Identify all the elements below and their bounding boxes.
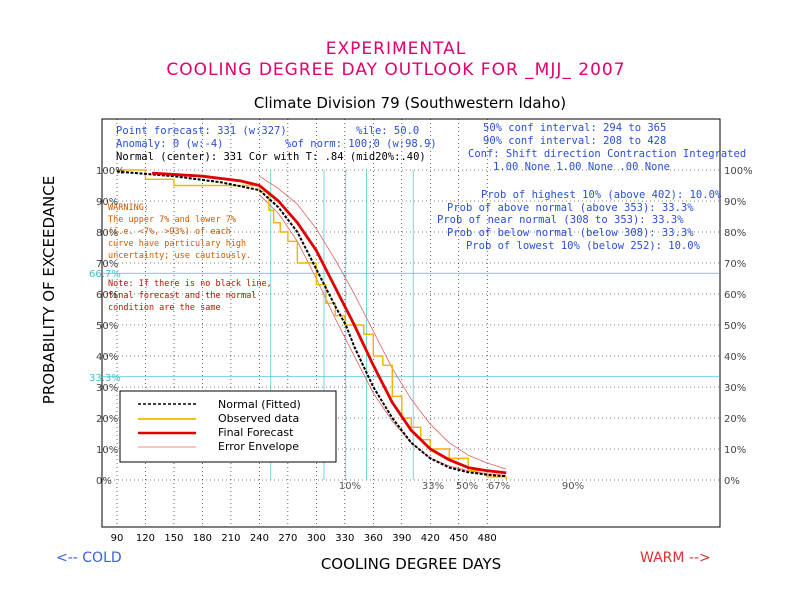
y-tick-label-right: 20% [724,414,746,425]
x-tick-label: 480 [478,533,497,544]
y-axis-label: PROBABILITY OF EXCEEDANCE [40,176,58,404]
y-tick-label-left: 100% [96,166,125,177]
legend-label-forecast: Final Forecast [218,426,294,439]
x-tick-label: 300 [307,533,326,544]
warning-note: WARNING: The upper 7% and lower 7% (i.e.… [108,203,251,261]
y-tick-label-right: 90% [724,197,746,208]
y-tick-label-left: 60% [96,290,118,301]
point-forecast: Point forecast: 331 (w:327) [116,125,287,137]
y-tick-label-right: 10% [724,445,746,456]
tick-labels: 10% 33% 50% 67% 90% 90 120 150 180 210 240 270 300 33… [96,166,753,544]
prob-lowest-10: Prob of lowest 10% (below 252): 10.0% [466,240,701,252]
x-tick-label: 180 [193,533,212,544]
y-tick-label-left: 90% [96,197,118,208]
prob-above-normal: Prob of above normal (above 353): 33.3% [447,202,694,214]
warning-line: The upper 7% and lower 7% [108,215,236,225]
reference-label: 66.7% [89,269,121,280]
warning-line: (i.e. <7%, >93%) of each [108,227,231,237]
y-tick-label-left: 10% [96,445,118,456]
x-tick-label: 120 [136,533,155,544]
series-layer [116,169,507,480]
y-tick-label-left: 40% [96,352,118,363]
title-line1: EXPERIMENTAL [326,39,467,59]
x-tick-label: 450 [449,533,468,544]
warning-line: uncertainty; use cautiously. [108,251,251,261]
series-line-thin [259,194,507,476]
x-tick-label: 360 [364,533,383,544]
percentile-marker-label: 10% [339,481,361,492]
normal-center: Normal (center): 331 Cor with T: .84 (mi… [116,151,426,163]
percentile: %ile: 50.0 [356,125,419,137]
warning-line: WARNING: [108,203,149,213]
conf-values: 1.00 None 1.00 None .00 None [493,161,670,173]
legend-box [119,390,337,463]
y-tick-label-right: 30% [724,383,746,394]
y-tick-label-left: 70% [96,259,118,270]
note-line: Note: If there is no black line, [108,279,272,289]
conf-90: 90% conf interval: 208 to 428 [483,135,666,147]
conf-header: Conf: Shift direction Contraction Integr… [468,148,746,160]
plot-frame [101,118,721,528]
x-tick-label: 210 [221,533,240,544]
y-tick-label-right: 70% [724,259,746,270]
y-tick-label-left: 30% [96,383,118,394]
warning-line: curve have particulary high [108,239,246,249]
title-line2: COOLING DEGREE DAY OUTLOOK FOR _MJJ_ 200… [166,60,625,80]
percentile-marker-label: 90% [562,481,584,492]
x-tick-label: 330 [335,533,354,544]
legend-label-normal: Normal (Fitted) [218,398,301,411]
y-tick-label-right: 40% [724,352,746,363]
y-tick-label-left: 80% [96,228,118,239]
percentile-marker-label: 33% [422,481,444,492]
legend-label-envelope: Error Envelope [218,440,299,453]
series-line-solid [152,171,507,475]
x-tick-label: 150 [164,533,183,544]
y-tick-label-left: 20% [96,414,118,425]
y-tick-label-left: 50% [96,321,118,332]
y-tick-label-right: 80% [724,228,746,239]
x-tick-label: 90 [111,533,124,544]
grid-layer [102,119,720,527]
y-tick-label-right: 100% [724,166,753,177]
note-line: final forecast and the normal [108,291,256,301]
percentile-marker-label: 50% [456,481,478,492]
note-line: condition are the same [108,303,221,313]
y-tick-label-left: 0% [96,476,112,487]
series-line-step [117,169,507,480]
y-tick-label-right: 0% [724,476,740,487]
legend: Normal (Fitted) Observed data Final Fore… [119,390,337,463]
x-tick-label: 390 [392,533,411,544]
x-axis-label: COOLING DEGREE DAYS [321,555,501,573]
conf-50: 50% conf interval: 294 to 365 [483,122,666,134]
warm-arrow: WARM --> [640,550,711,566]
prob-below-normal: Prob of below normal (below 308): 33.3% [447,227,694,239]
reference-label: 33.3% [89,373,121,384]
prob-near-normal: Prob of near normal (308 to 353): 33.3% [437,214,684,226]
percent-of-normal: %of norm: 100;0 (w:98.9) [285,138,437,150]
x-tick-label: 270 [278,533,297,544]
percentile-marker-label: 67% [488,481,510,492]
y-tick-label-right: 60% [724,290,746,301]
series-line-thin [259,175,507,470]
cold-arrow: <-- COLD [56,550,122,566]
no-black-line-note: Note: If there is no black line, final f… [108,279,272,313]
y-tick-label-right: 50% [724,321,746,332]
legend-label-observed: Observed data [218,412,299,425]
chart-subtitle: Climate Division 79 (Southwestern Idaho) [254,94,566,112]
anomaly: Anomaly: 0 (w:-4) [116,138,223,150]
prob-highest-10: Prob of highest 10% (above 402): 10.0% [481,189,722,201]
x-tick-label: 420 [421,533,440,544]
x-tick-label: 240 [250,533,269,544]
series-line-dashed [116,170,507,478]
